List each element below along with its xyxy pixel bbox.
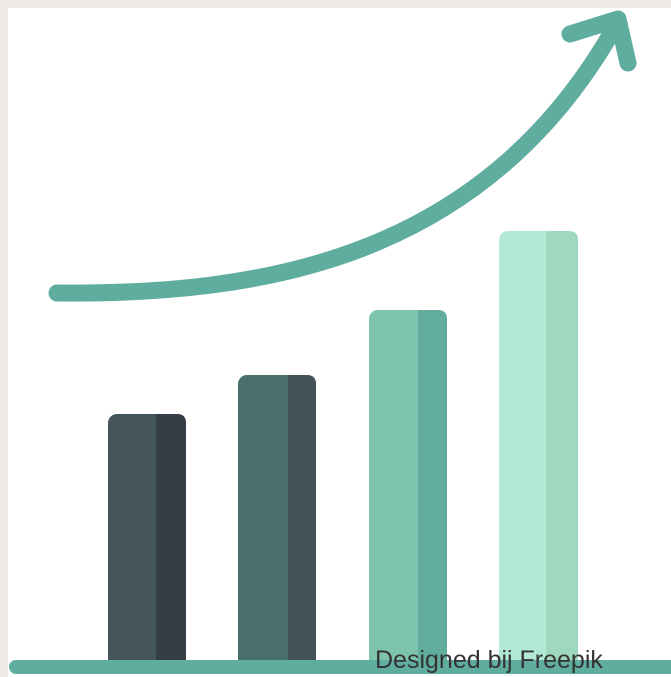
bar-4 — [499, 231, 578, 674]
attribution: Designed bij Freepik — [375, 646, 603, 674]
bar-shade — [156, 414, 186, 674]
bar-1 — [108, 414, 186, 674]
bar-3 — [369, 310, 447, 674]
bar-shade — [418, 310, 447, 674]
bar-2 — [238, 375, 316, 674]
bar-shade — [288, 375, 316, 674]
arrow-head — [561, 10, 637, 72]
trend-arrow — [48, 23, 621, 302]
bar-shade — [546, 231, 578, 674]
